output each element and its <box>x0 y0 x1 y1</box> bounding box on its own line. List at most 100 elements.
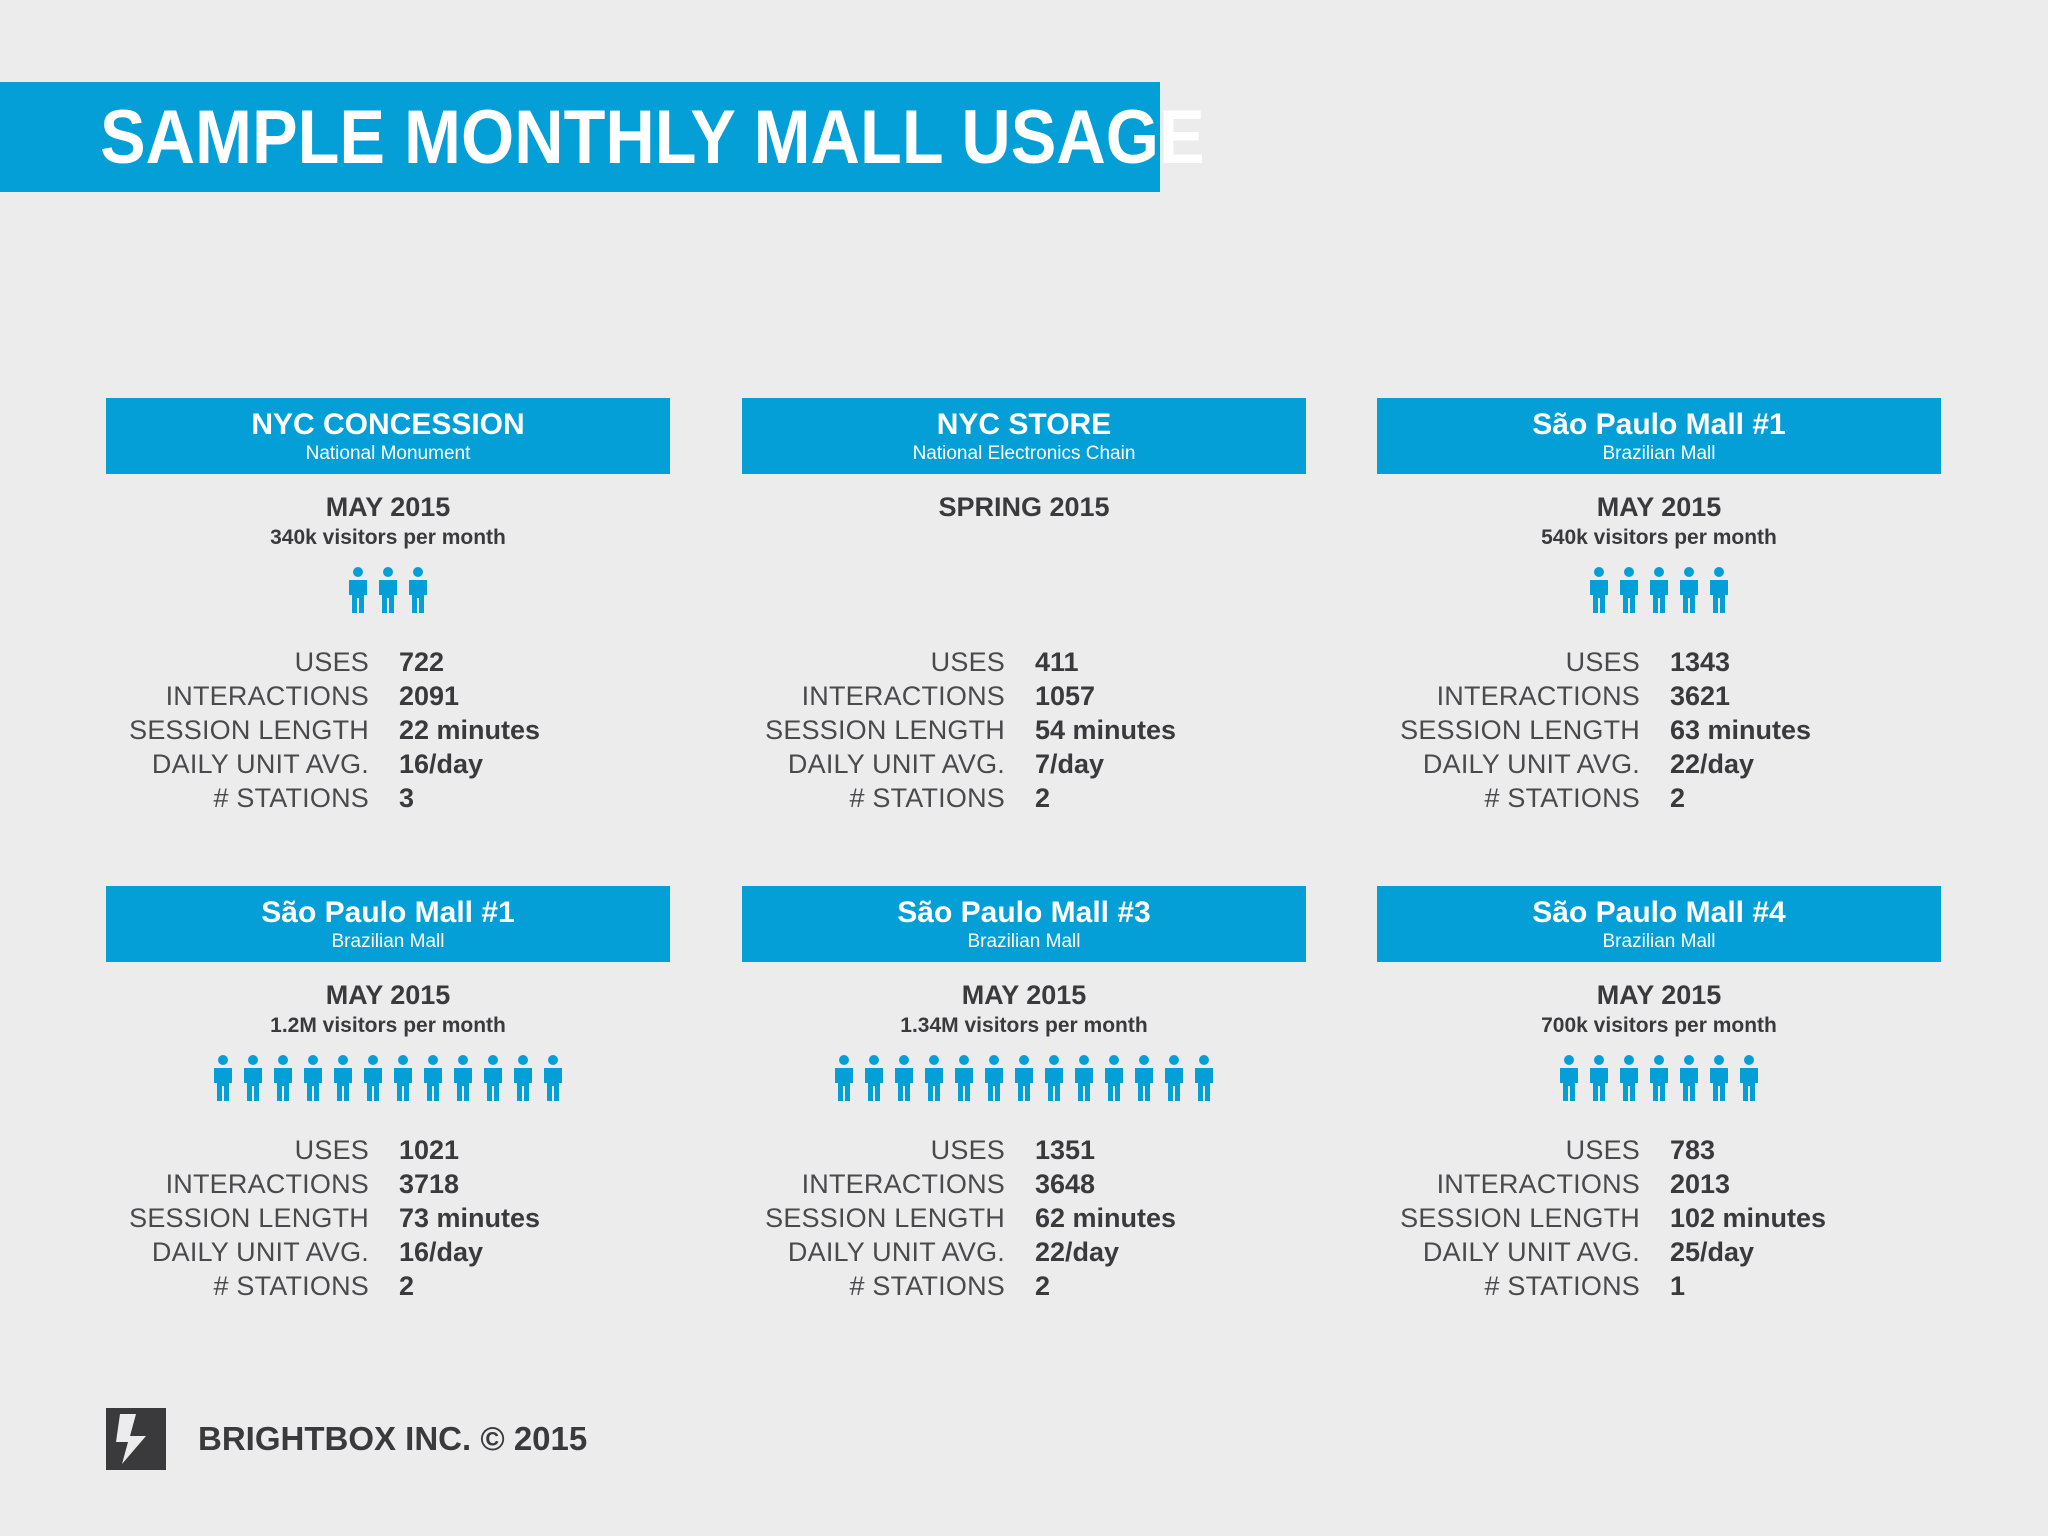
stat-value: 1057 <box>1035 680 1096 711</box>
person-icon <box>244 1055 262 1101</box>
card-stats: USES 411 INTERACTIONS 1057 SESSION LENGTH 5… <box>742 645 1306 815</box>
person-icon <box>214 1055 232 1101</box>
visitor-person-icons <box>1377 1055 1941 1105</box>
card-visitors: 1.34M visitors per month <box>900 1014 1148 1037</box>
card-location-name: São Paulo Mall #4 <box>1532 896 1786 929</box>
card-stats: USES 722 INTERACTIONS 2091 SESSION LENGTH 2… <box>106 645 670 815</box>
stat-label: DAILY UNIT AVG. <box>151 1236 369 1267</box>
stat-value: 16/day <box>399 1236 484 1267</box>
stat-value: 22/day <box>1035 1236 1120 1267</box>
card-period: MAY 2015 <box>1596 492 1722 522</box>
stat-label: USES <box>1565 1134 1640 1165</box>
footer: BRIGHTBOX INC. © 2015 <box>106 1408 587 1470</box>
stat-label: SESSION LENGTH <box>129 1202 369 1233</box>
person-icon <box>1045 1055 1063 1101</box>
card-period: MAY 2015 <box>325 492 451 522</box>
card-visitors: 540k visitors per month <box>1541 526 1777 549</box>
person-icon <box>1650 567 1668 613</box>
stat-value: 22/day <box>1670 748 1755 779</box>
card-stats: USES 1351 INTERACTIONS 3648 SESSION LENGTH… <box>742 1133 1306 1303</box>
person-icon <box>364 1055 382 1101</box>
stat-label: SESSION LENGTH <box>765 714 1005 745</box>
card-stats: USES 783 INTERACTIONS 2013 SESSION LENGTH 1… <box>1377 1133 1941 1303</box>
stat-row-interactions: INTERACTIONS 3718 <box>106 1167 670 1201</box>
card-visitors: 340k visitors per month <box>270 526 506 549</box>
location-card: São Paulo Mall #3 Brazilian Mall MAY 201… <box>742 886 1306 1303</box>
stat-value: 2013 <box>1670 1168 1731 1199</box>
stat-value: 3 <box>399 782 415 813</box>
stat-row-stations: # STATIONS 2 <box>106 1269 670 1303</box>
stat-label: # STATIONS <box>849 782 1005 813</box>
person-icon <box>379 567 397 613</box>
stat-row-session-length: SESSION LENGTH 73 minutes <box>106 1201 670 1235</box>
visitor-person-icons <box>742 1055 1306 1105</box>
card-location-type: Brazilian Mall <box>331 931 445 952</box>
stat-label: DAILY UNIT AVG. <box>787 1236 1005 1267</box>
person-icon <box>1165 1055 1183 1101</box>
stat-row-uses: USES 722 <box>106 645 670 679</box>
person-icon <box>1710 1055 1728 1101</box>
location-card: São Paulo Mall #1 Brazilian Mall MAY 201… <box>106 886 670 1303</box>
person-icon <box>394 1055 412 1101</box>
stat-value: 2 <box>1035 1270 1051 1301</box>
card-header: São Paulo Mall #1 Brazilian Mall <box>1377 398 1941 474</box>
person-icon <box>985 1055 1003 1101</box>
stat-value: 16/day <box>399 748 484 779</box>
stat-value: 54 minutes <box>1035 714 1177 745</box>
card-header: São Paulo Mall #4 Brazilian Mall <box>1377 886 1941 962</box>
stat-value: 1 <box>1670 1270 1686 1301</box>
location-card: NYC CONCESSION National Monument MAY 201… <box>106 398 670 815</box>
location-card: NYC STORE National Electronics Chain SPR… <box>742 398 1306 815</box>
stat-label: # STATIONS <box>849 1270 1005 1301</box>
card-visitors: 1.2M visitors per month <box>270 1014 506 1037</box>
person-icon <box>865 1055 883 1101</box>
person-icon <box>925 1055 943 1101</box>
person-icon <box>544 1055 562 1101</box>
card-location-name: São Paulo Mall #3 <box>897 896 1151 929</box>
stat-value: 3718 <box>399 1168 460 1199</box>
stat-row-stations: # STATIONS 3 <box>106 781 670 815</box>
person-icon <box>349 567 367 613</box>
stat-label: INTERACTIONS <box>165 680 369 711</box>
card-stats: USES 1343 INTERACTIONS 3621 SESSION LENGTH… <box>1377 645 1941 815</box>
stat-label: INTERACTIONS <box>801 1168 1005 1199</box>
stat-row-session-length: SESSION LENGTH 62 minutes <box>742 1201 1306 1235</box>
stat-row-uses: USES 411 <box>742 645 1306 679</box>
person-icon <box>955 1055 973 1101</box>
stat-row-daily-unit-avg: DAILY UNIT AVG. 7/day <box>742 747 1306 781</box>
person-icon <box>409 567 427 613</box>
person-icon <box>1590 567 1608 613</box>
visitor-person-icons <box>742 567 1306 617</box>
stat-row-stations: # STATIONS 2 <box>742 781 1306 815</box>
card-location-type: Brazilian Mall <box>1602 931 1716 952</box>
person-icon <box>274 1055 292 1101</box>
location-card: São Paulo Mall #1 Brazilian Mall MAY 201… <box>1377 398 1941 815</box>
card-visitors <box>742 523 1306 553</box>
stat-row-daily-unit-avg: DAILY UNIT AVG. 25/day <box>1377 1235 1941 1269</box>
stat-label: INTERACTIONS <box>165 1168 369 1199</box>
stat-label: SESSION LENGTH <box>1400 1202 1640 1233</box>
stat-row-uses: USES 1021 <box>106 1133 670 1167</box>
stat-row-interactions: INTERACTIONS 2091 <box>106 679 670 713</box>
person-icon <box>835 1055 853 1101</box>
stat-row-daily-unit-avg: DAILY UNIT AVG. 16/day <box>106 747 670 781</box>
card-location-type: Brazilian Mall <box>1602 443 1716 464</box>
person-icon <box>1560 1055 1578 1101</box>
stat-label: SESSION LENGTH <box>765 1202 1005 1233</box>
visitor-person-icons <box>106 1055 670 1105</box>
stat-value: 102 minutes <box>1670 1202 1827 1233</box>
stat-value: 62 minutes <box>1035 1202 1177 1233</box>
stat-value: 1021 <box>399 1134 460 1165</box>
person-icon <box>1015 1055 1033 1101</box>
person-icon <box>334 1055 352 1101</box>
person-icon <box>1620 1055 1638 1101</box>
person-icon <box>1135 1055 1153 1101</box>
stat-value: 25/day <box>1670 1236 1755 1267</box>
stat-row-session-length: SESSION LENGTH 63 minutes <box>1377 713 1941 747</box>
card-location-name: São Paulo Mall #1 <box>261 896 515 929</box>
stat-row-session-length: SESSION LENGTH 102 minutes <box>1377 1201 1941 1235</box>
stat-label: INTERACTIONS <box>1436 1168 1640 1199</box>
person-icon <box>1620 567 1638 613</box>
card-location-type: National Monument <box>305 443 471 464</box>
stat-row-session-length: SESSION LENGTH 54 minutes <box>742 713 1306 747</box>
